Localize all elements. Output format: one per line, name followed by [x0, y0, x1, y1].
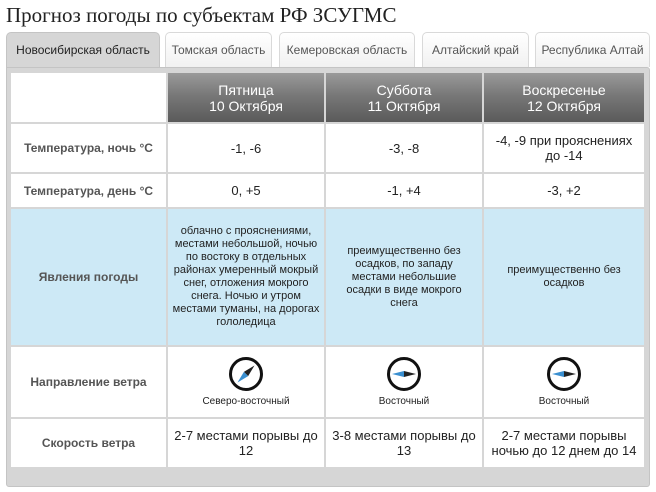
phenomena-cell: облачно с прояснениями, местами небольшо…: [168, 209, 324, 345]
compass-east-icon: [547, 357, 581, 391]
row-label-night-temp: Температура, ночь °C: [11, 124, 166, 172]
wind-direction-text: Северо-восточный: [202, 396, 290, 407]
wind-direction-text: Восточный: [378, 396, 430, 407]
day-date: 10 Октября: [209, 97, 283, 114]
wind-speed-cell: 2-7 местами порывы до 12: [168, 419, 324, 467]
wind-direction-text: Восточный: [538, 396, 590, 407]
tab-kemerovo[interactable]: Кемеровская область: [279, 32, 415, 67]
day-weekday: Пятница: [218, 81, 274, 98]
night-temp-cell: -4, -9 при прояснениях до -14: [484, 124, 644, 172]
wind-speed-cell: 2-7 местами порывы ночью до 12 днем до 1…: [484, 419, 644, 467]
tab-tomsk[interactable]: Томская область: [165, 32, 272, 67]
wind-direction-cell: Восточный: [326, 347, 482, 417]
compass-east-icon: [387, 357, 421, 391]
night-temp-cell: -3, -8: [326, 124, 482, 172]
wind-direction-cell: Северо-восточный: [168, 347, 324, 417]
tab-altai-republic[interactable]: Республика Алтай: [535, 32, 650, 67]
region-tabs: Новосибирская область Томская область Ке…: [6, 32, 650, 68]
row-label-phenomena: Явления погоды: [11, 209, 166, 345]
wind-direction-cell: Восточный: [484, 347, 644, 417]
row-label-wind-speed: Скорость ветра: [11, 419, 166, 467]
day-temp-cell: -1, +4: [326, 174, 482, 207]
day-weekday: Суббота: [376, 81, 432, 98]
night-temp-cell: -1, -6: [168, 124, 324, 172]
day-date: 11 Октября: [367, 97, 441, 114]
phenomena-cell: преимущественно без осадков: [484, 209, 644, 345]
day-date: 12 Октября: [527, 97, 601, 114]
day-temp-cell: -3, +2: [484, 174, 644, 207]
day-weekday: Воскресенье: [522, 81, 606, 98]
page-title: Прогноз погоды по субъектам РФ ЗСУГМС: [6, 3, 397, 27]
tab-altai-krai[interactable]: Алтайский край: [422, 32, 529, 67]
compass-northeast-icon: [229, 357, 263, 391]
day-header-saturday: Суббота 11 Октября: [326, 73, 482, 122]
day-header-sunday: Воскресенье 12 Октября: [484, 73, 644, 122]
day-header-friday: Пятница 10 Октября: [168, 73, 324, 122]
day-temp-cell: 0, +5: [168, 174, 324, 207]
row-label-day-temp: Температура, день °C: [11, 174, 166, 207]
phenomena-cell: преимущественно без осадков, по западу м…: [326, 209, 482, 345]
row-label-wind-direction: Направление ветра: [11, 347, 166, 417]
tab-novosibirsk[interactable]: Новосибирская область: [6, 32, 160, 68]
header-empty-cell: [11, 73, 166, 122]
wind-speed-cell: 3-8 местами порывы до 13: [326, 419, 482, 467]
